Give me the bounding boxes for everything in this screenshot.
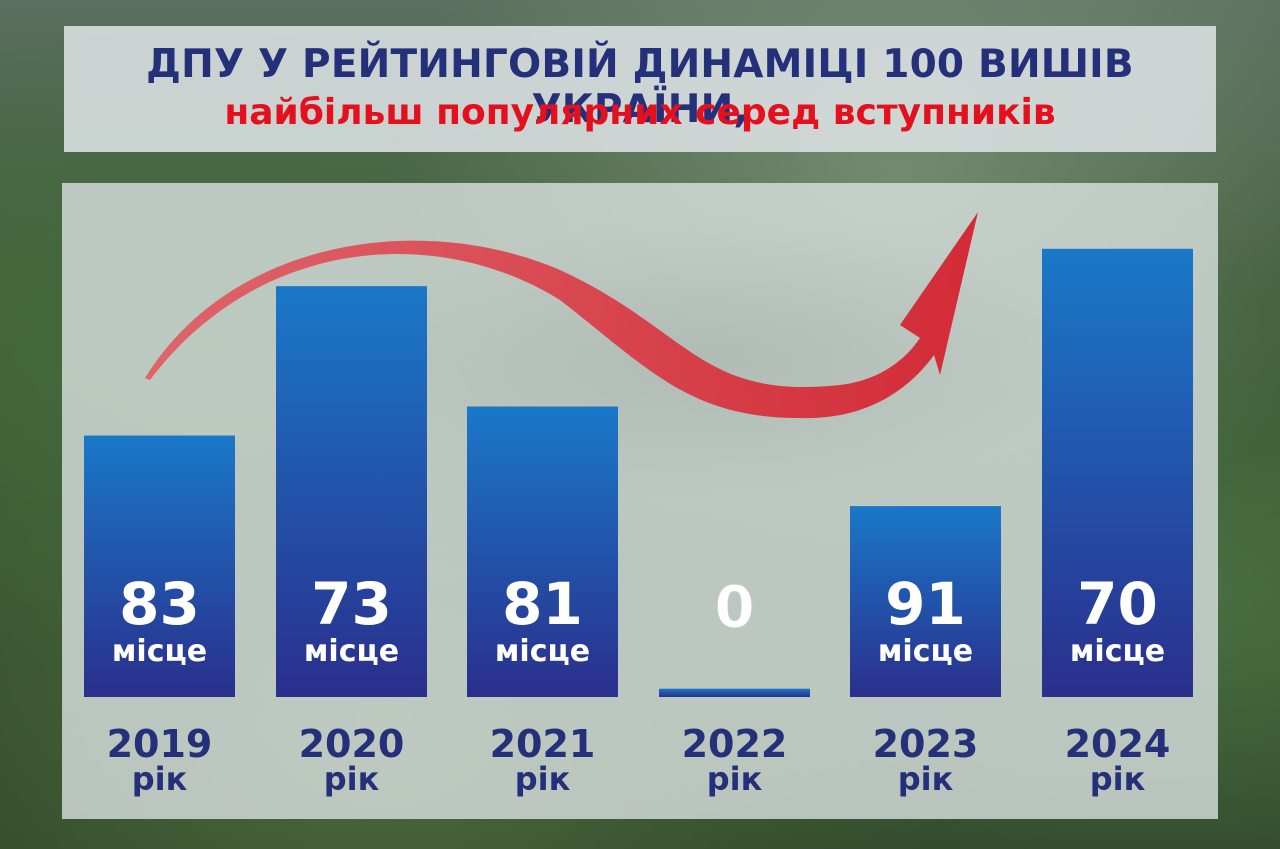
bar-value-label: 81 (502, 570, 583, 638)
bar-unit-label: місце (304, 634, 399, 669)
x-tick-label: 2019 (107, 722, 213, 766)
trend-arrow-body (145, 212, 978, 419)
x-tick-suffix: рік (324, 760, 380, 798)
bar-value-label: 0 (714, 573, 754, 641)
x-tick-label: 2022 (682, 722, 788, 766)
x-tick-label: 2024 (1065, 722, 1171, 766)
x-tick-suffix: рік (1090, 760, 1146, 798)
bar-unit-label: місце (112, 634, 207, 669)
bar-2020 (276, 286, 427, 697)
x-tick-suffix: рік (898, 760, 954, 798)
bar-unit-label: місце (878, 634, 973, 669)
bars-group (84, 248, 1193, 698)
labels-group: 83місце2019рік73місце2020рік81місце2021р… (107, 570, 1171, 798)
title-line-2: найбільш популярних серед вступників (224, 92, 1056, 133)
title-banner: ДПУ У РЕЙТИНГОВІЙ ДИНАМІЦІ 100 ВИШІВ УКР… (64, 26, 1216, 152)
bar-2021 (467, 406, 618, 697)
bar-2023 (850, 506, 1001, 697)
x-tick-suffix: рік (515, 760, 571, 798)
x-tick-label: 2023 (873, 722, 979, 766)
x-tick-label: 2021 (490, 722, 596, 766)
bar-2024 (1042, 248, 1193, 698)
bar-unit-label: місце (495, 634, 590, 669)
x-tick-label: 2020 (299, 722, 405, 766)
bar-value-label: 91 (885, 570, 966, 638)
bar-value-label: 83 (119, 570, 200, 638)
bar-2022 (659, 688, 810, 697)
title-line-1: ДПУ У РЕЙТИНГОВІЙ ДИНАМІЦІ 100 ВИШІВ УКР… (146, 42, 1134, 132)
trend-arrow (145, 212, 978, 419)
x-tick-suffix: рік (707, 760, 763, 798)
bar-2019 (84, 435, 235, 697)
x-tick-suffix: рік (132, 760, 188, 798)
bar-unit-label: місце (1070, 634, 1165, 669)
bar-value-label: 73 (311, 570, 392, 638)
bar-value-label: 70 (1077, 570, 1158, 638)
